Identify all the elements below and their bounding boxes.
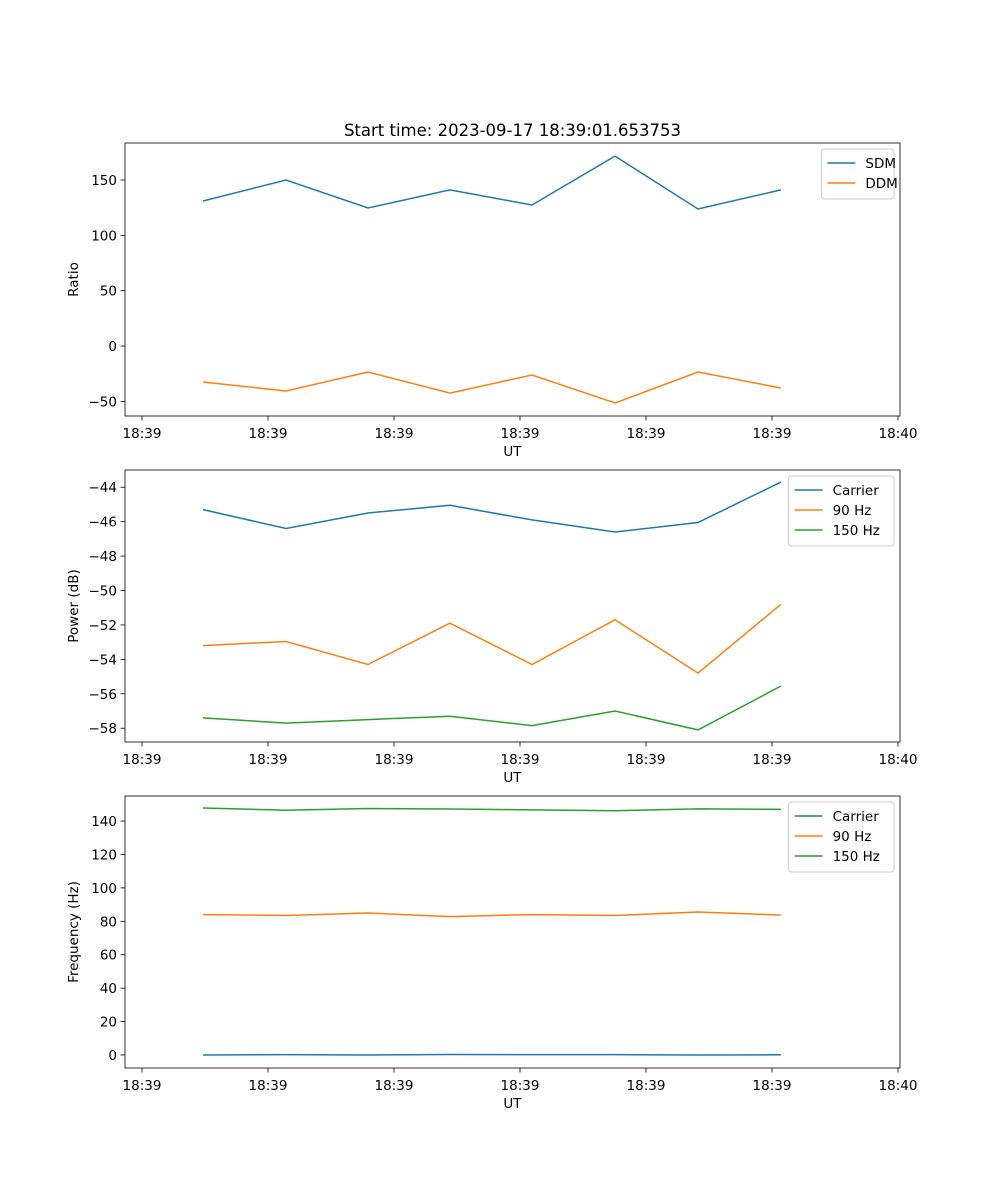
legend: Carrier 90 Hz 150 Hz xyxy=(788,475,895,547)
y-tick-label: −50 xyxy=(89,394,118,410)
subplot-2: 18:39 18:39 18:39 18:39 18:39 18:39 18:40 −58 −5… xyxy=(66,469,918,786)
y-tick-label: −46 xyxy=(89,515,118,531)
x-tick-label: 18:39 xyxy=(501,752,540,768)
y-tick-label: 0 xyxy=(108,1048,117,1064)
x-tick-label: 18:39 xyxy=(627,426,666,442)
legend-box xyxy=(788,475,895,547)
series-line-90-hz xyxy=(202,911,781,918)
y-tick-label: 100 xyxy=(91,881,117,897)
x-tick-label: 18:39 xyxy=(375,1078,414,1094)
series-line-carrier xyxy=(202,481,782,533)
series-line-ddm xyxy=(202,371,782,404)
x-tick-label: 18:39 xyxy=(753,426,792,442)
y-tick-label: 40 xyxy=(100,981,117,997)
legend-label: 150 Hz xyxy=(833,849,880,865)
x-tick-label: 18:39 xyxy=(627,1078,666,1094)
y-tick-label: −54 xyxy=(89,652,118,668)
y-axis-label: Power (dB) xyxy=(66,569,82,642)
axes-frame xyxy=(124,795,901,1069)
legend-label: Carrier xyxy=(833,483,880,499)
series-line-150-hz xyxy=(202,807,781,812)
legend-label: SDM xyxy=(865,156,896,172)
y-tick-label: −52 xyxy=(89,618,118,634)
x-tick-label: 18:39 xyxy=(627,752,666,768)
y-axis-label: Frequency (Hz) xyxy=(66,881,82,983)
y-tick-label: −56 xyxy=(89,687,118,703)
legend-box xyxy=(788,801,895,873)
series-line-sdm xyxy=(202,155,782,210)
x-tick-label: 18:39 xyxy=(501,1078,540,1094)
x-tick-label: 18:39 xyxy=(501,426,540,442)
y-tick-label: −50 xyxy=(89,584,118,600)
legend-box xyxy=(820,148,895,200)
legend-label: 150 Hz xyxy=(833,523,880,539)
x-tick-label: 18:39 xyxy=(249,426,288,442)
x-tick-label: 18:39 xyxy=(123,1078,162,1094)
legend-label: 90 Hz xyxy=(833,503,872,519)
x-tick-label: 18:39 xyxy=(249,1078,288,1094)
x-axis-label: UT xyxy=(503,444,522,460)
y-tick-label: −48 xyxy=(89,549,118,565)
series-line-90-hz xyxy=(202,603,782,675)
chart-title: Start time: 2023-09-17 18:39:01.653753 xyxy=(344,121,681,140)
y-tick-label: −58 xyxy=(89,721,118,737)
axes-frame xyxy=(124,142,901,417)
x-tick-label: 18:39 xyxy=(123,426,162,442)
x-tick-label: 18:39 xyxy=(375,426,414,442)
y-tick-label: 20 xyxy=(100,1015,117,1031)
x-tick-label: 18:39 xyxy=(753,1078,792,1094)
x-axis-label: UT xyxy=(503,770,522,786)
x-tick-label: 18:40 xyxy=(879,752,918,768)
y-tick-label: 80 xyxy=(100,914,117,930)
x-tick-label: 18:40 xyxy=(879,426,918,442)
y-tick-label: 0 xyxy=(108,339,117,355)
y-tick-label: 100 xyxy=(91,228,117,244)
y-tick-label: 120 xyxy=(91,847,117,863)
x-axis-label: UT xyxy=(503,1096,522,1112)
subplot-1: 18:39 18:39 18:39 18:39 18:39 18:39 18:40 −50 0 5… xyxy=(66,121,917,460)
y-tick-label: −44 xyxy=(89,480,118,496)
legend: Carrier 90 Hz 150 Hz xyxy=(788,801,895,873)
y-tick-label: 140 xyxy=(91,814,117,830)
legend: SDM DDM xyxy=(820,148,898,200)
legend-label: 90 Hz xyxy=(833,829,872,845)
y-tick-label: 60 xyxy=(100,948,117,964)
x-tick-label: 18:39 xyxy=(249,752,288,768)
legend-label: Carrier xyxy=(833,809,880,825)
series-line-carrier xyxy=(202,1053,781,1056)
y-tick-label: 150 xyxy=(91,173,117,189)
y-tick-label: 50 xyxy=(100,284,117,300)
x-tick-label: 18:39 xyxy=(753,752,792,768)
series-line-150-hz xyxy=(202,685,782,731)
axes-frame xyxy=(124,469,901,743)
legend-label: DDM xyxy=(865,176,897,192)
x-tick-label: 18:39 xyxy=(123,752,162,768)
y-axis-label: Ratio xyxy=(66,262,82,297)
x-tick-label: 18:40 xyxy=(879,1078,918,1094)
x-tick-label: 18:39 xyxy=(375,752,414,768)
subplot-3: 18:39 18:39 18:39 18:39 18:39 18:39 18:40 0 20 40… xyxy=(66,795,918,1112)
